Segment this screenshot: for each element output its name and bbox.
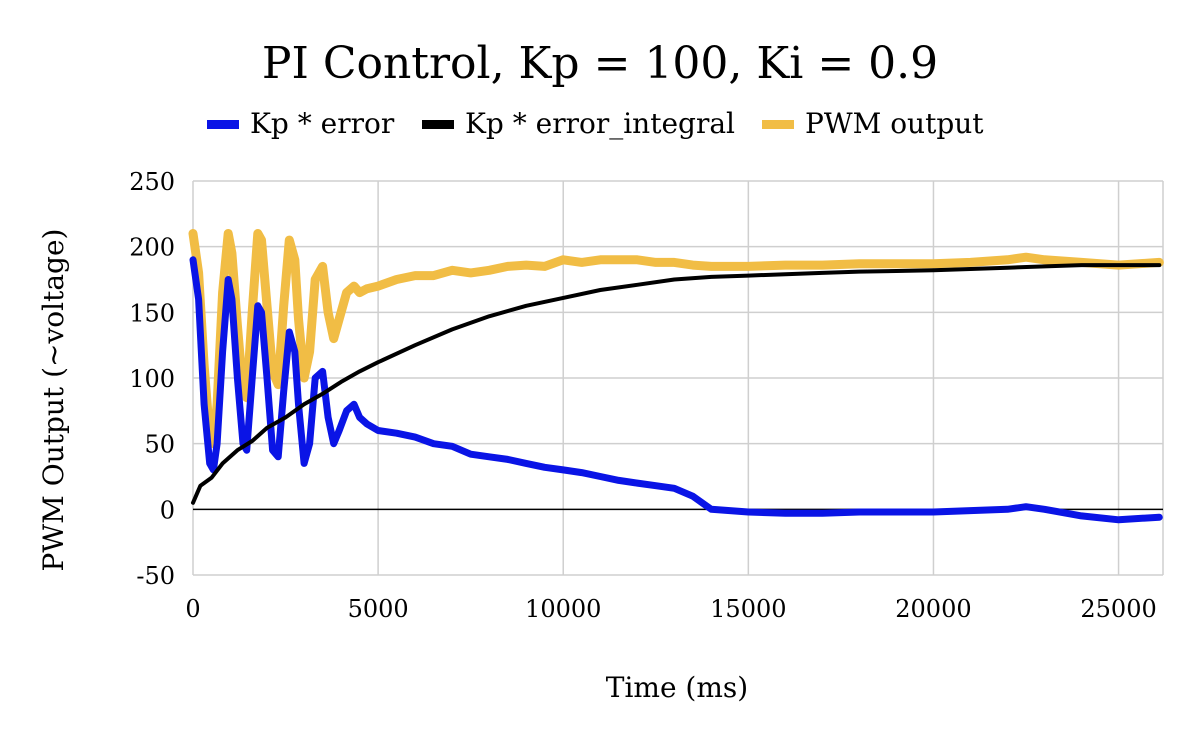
x-tick-labels: 0 5000 10000 15000 20000 25000 [185, 595, 1156, 623]
series-line-pwm-output [188, 229, 1164, 449]
legend: Kp * error Kp * error_integral PWM outpu… [207, 107, 984, 140]
y-tick-labels: -50 0 50 100 150 200 250 [129, 168, 175, 590]
legend-label-kp-error-integral: Kp * error_integral [465, 107, 735, 140]
legend-label-kp-error: Kp * error [250, 107, 395, 140]
series-layer [188, 229, 1164, 524]
y-tick-label-0: -50 [136, 562, 175, 590]
x-tick-label-5: 25000 [1080, 595, 1156, 623]
y-tick-label-3: 100 [129, 365, 175, 393]
grid [192, 180, 1164, 576]
chart-title: PI Control, Kp = 100, Ki = 0.9 [262, 38, 938, 89]
y-tick-label-5: 200 [129, 234, 175, 262]
legend-swatch-kp-error [207, 120, 239, 129]
y-tick-label-6: 250 [129, 168, 175, 196]
x-tick-label-2: 10000 [525, 595, 601, 623]
y-tick-label-2: 50 [144, 431, 175, 459]
y-tick-label-1: 0 [160, 496, 175, 524]
y-tick-label-4: 150 [129, 299, 175, 327]
series-line-kp-error-integral [191, 263, 1162, 505]
x-tick-label-4: 20000 [895, 595, 971, 623]
x-axis-label: Time (ms) [606, 671, 748, 704]
x-tick-label-0: 0 [185, 595, 200, 623]
legend-swatch-pwm-output [762, 120, 794, 129]
legend-label-pwm-output: PWM output [805, 107, 984, 140]
y-axis-label: PWM Output (~voltage) [37, 229, 70, 572]
legend-swatch-kp-error-integral [422, 120, 454, 129]
series-line-kp-error [189, 256, 1163, 524]
x-tick-label-3: 15000 [710, 595, 786, 623]
x-tick-label-1: 5000 [348, 595, 409, 623]
